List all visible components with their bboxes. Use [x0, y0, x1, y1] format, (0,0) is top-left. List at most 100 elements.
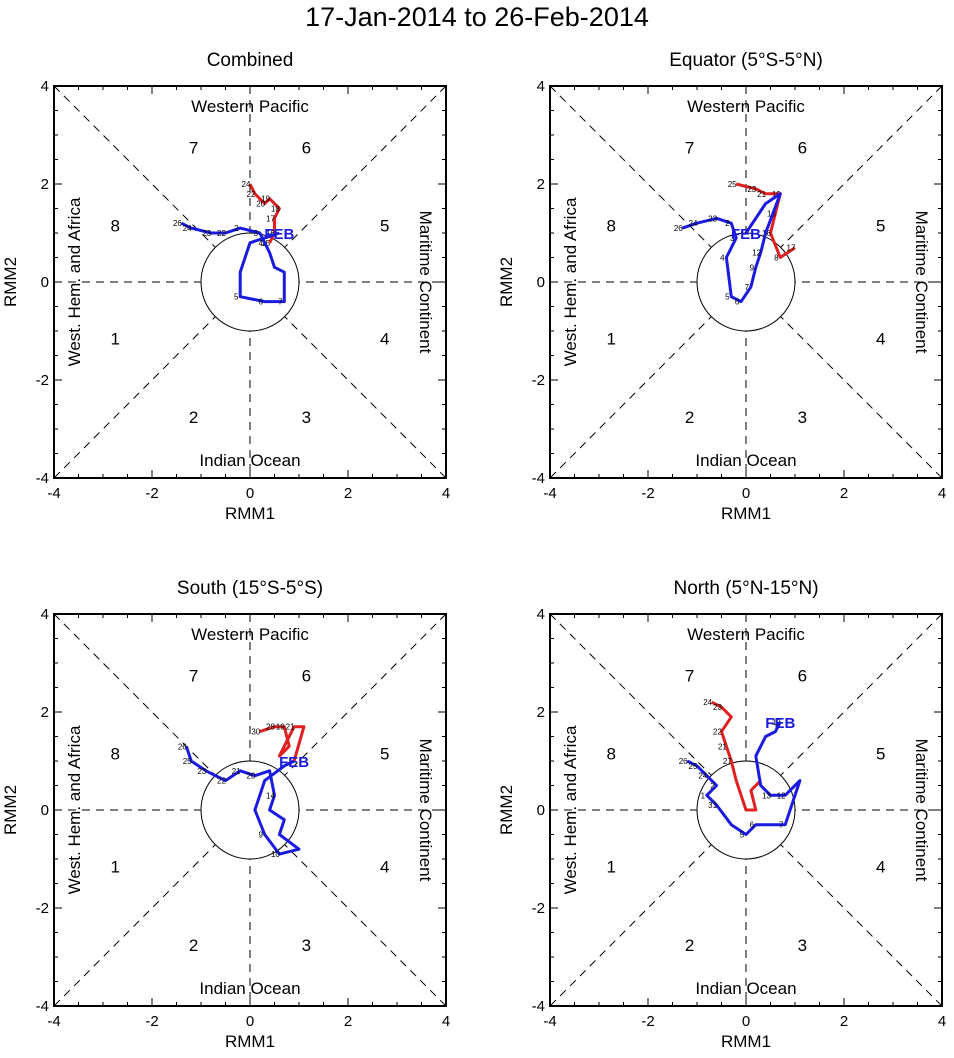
x-tick-label: -2 [145, 485, 158, 502]
day-label: 5 [725, 293, 730, 302]
chart-panel-4: North (5°N-15°N)-4 -2 0 2 4-4-2024RMM1RMM2We… [497, 578, 946, 1051]
x-tick-label: 2 [344, 485, 352, 502]
phase-number-1: 1 [111, 329, 120, 348]
day-label: 20 [256, 200, 265, 209]
x-tick-label: 0 [742, 485, 750, 502]
y-tick-label: -2 [36, 372, 49, 389]
y-tick-label: 2 [41, 176, 49, 193]
trajectory-jan [711, 700, 762, 812]
region-label-bottom: Indian Ocean [199, 451, 300, 470]
day-label: 14 [266, 791, 275, 800]
x-tick-label: 4 [442, 1013, 450, 1030]
phase-number-7: 7 [685, 666, 694, 685]
phase-number-6: 6 [798, 138, 807, 157]
region-label-top: Western Pacific [191, 97, 309, 116]
x-tick-label: -4 [543, 485, 556, 502]
region-label-bottom: Indian Ocean [199, 979, 300, 998]
phase-number-7: 7 [685, 138, 694, 157]
phase-number-8: 8 [111, 745, 120, 764]
y-tick-label: 0 [537, 802, 545, 819]
phase-number-4: 4 [380, 329, 389, 348]
y-tick-label: 4 [41, 78, 49, 95]
day-label: 16 [266, 229, 275, 238]
day-label: 9 [258, 831, 263, 840]
phase-number-5: 5 [876, 745, 885, 764]
x-tick-label: 2 [344, 1013, 352, 1030]
day-label: 23 [747, 185, 756, 194]
phase-number-2: 2 [189, 936, 198, 955]
day-label: 4 [258, 239, 263, 248]
day-label: 22 [246, 190, 255, 199]
day-label: 26 [679, 757, 688, 766]
phase-number-8: 8 [607, 745, 616, 764]
day-label: 22 [713, 728, 722, 737]
unit-circle [200, 760, 300, 860]
region-label-bottom: Indian Ocean [695, 451, 796, 470]
y-tick-label: 4 [537, 606, 545, 623]
phase-number-7: 7 [189, 138, 198, 157]
y-tick-label: -4 [532, 470, 545, 487]
day-label: 26 [674, 224, 683, 233]
day-label: 6 [735, 298, 740, 307]
region-label-top: Western Pacific [191, 625, 309, 644]
day-label: 19 [772, 190, 781, 199]
panel-title: South (15°S-5°S) [177, 578, 323, 599]
region-label-left: West. Hem. and Africa [65, 197, 84, 366]
day-label: 12 [752, 249, 761, 258]
day-label: 25 [728, 180, 737, 189]
day-label: 12 [777, 791, 786, 800]
phase-number-7: 7 [189, 666, 198, 685]
phase-number-3: 3 [798, 936, 807, 955]
y-tick-label: 4 [41, 606, 49, 623]
day-label: 21 [286, 723, 295, 732]
y-axis-label: RMM2 [1, 785, 20, 835]
region-label-right: Maritime Continent [416, 211, 435, 354]
figure-title: 17-Jan-2014 to 26-Feb-2014 [305, 2, 649, 32]
day-label: 23 [202, 229, 211, 238]
y-tick-label: -4 [532, 998, 545, 1015]
day-label: 25 [689, 762, 698, 771]
day-label: 7 [745, 283, 750, 292]
y-axis-label: RMM2 [497, 785, 516, 835]
region-label-top: Western Pacific [687, 625, 805, 644]
day-label: 13 [762, 791, 771, 800]
day-label: 20 [246, 772, 255, 781]
phase-number-5: 5 [380, 217, 389, 236]
panel-title: Combined [207, 50, 294, 71]
month-label-feb: FEB [279, 754, 309, 771]
y-tick-label: 4 [537, 78, 545, 95]
phase-number-1: 1 [607, 329, 616, 348]
day-label: 21 [232, 767, 241, 776]
day-label: 22 [217, 229, 226, 238]
day-label: 19 [276, 723, 285, 732]
day-label: 21 [757, 190, 766, 199]
x-tick-label: -2 [145, 1013, 158, 1030]
x-tick-label: 0 [246, 485, 254, 502]
chart-panel-2: Equator (5°S-5°N)-4 -2 0 2 4-4-2024RMM1RMM2W… [497, 50, 946, 523]
chart-panel-3: South (15°S-5°S) -4 -2 0 2 4 -4 -2 0 2 4 RMM1 RMM2 We… [1, 578, 450, 1051]
day-label: 26 [173, 219, 182, 228]
x-axis-label: RMM1 [225, 1032, 275, 1051]
month-label-feb: FEB [731, 226, 761, 243]
x-tick-label: 4 [938, 1013, 946, 1030]
y-tick-label: -2 [36, 900, 49, 917]
x-tick-label: 2 [840, 1013, 848, 1030]
trajectory-jan [259, 725, 306, 762]
y-axis-label: RMM2 [497, 257, 516, 307]
phase-number-5: 5 [876, 217, 885, 236]
panel-title: Equator (5°S-5°N) [669, 50, 823, 71]
phase-number-1: 1 [607, 857, 616, 876]
phase-number-6: 6 [302, 666, 311, 685]
x-axis-label: RMM1 [721, 504, 771, 523]
day-label: 4 [720, 254, 725, 263]
phase-number-4: 4 [876, 329, 885, 348]
day-label: 7 [278, 298, 283, 307]
day-label: 2 [725, 219, 730, 228]
y-tick-label: -4 [36, 470, 49, 487]
y-tick-label: 0 [41, 274, 49, 291]
panel-title: North (5°N-15°N) [673, 578, 818, 599]
trajectory-feb [681, 192, 782, 304]
phase-number-6: 6 [302, 138, 311, 157]
y-tick-label: 2 [537, 704, 545, 721]
day-label: 6 [750, 821, 755, 830]
